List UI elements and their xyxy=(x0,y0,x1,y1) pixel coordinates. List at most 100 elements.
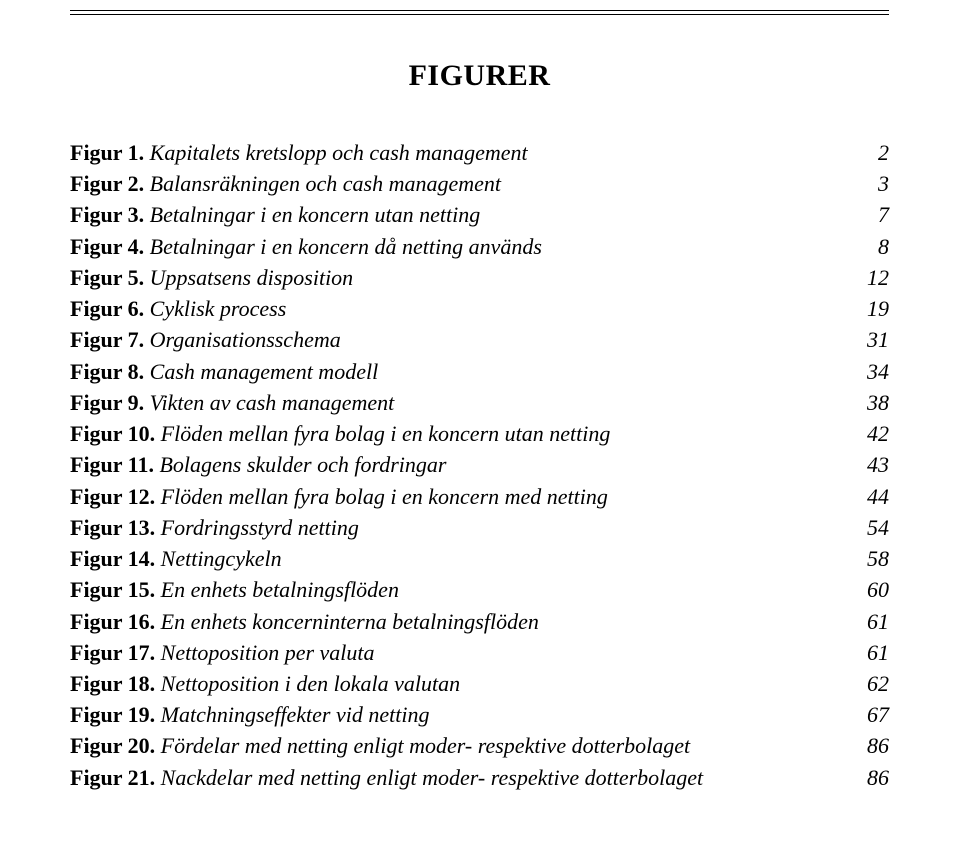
figure-entry: Figur 1. Kapitalets kretslopp och cash m… xyxy=(70,137,889,168)
figure-page-number: 61 xyxy=(855,637,889,668)
figure-entry: Figur 14. Nettingcykeln 58 xyxy=(70,543,889,574)
figure-page-number: 34 xyxy=(855,356,889,387)
top-rule-2 xyxy=(70,14,889,15)
figure-entry-left: Figur 9. Vikten av cash management xyxy=(70,387,394,418)
figure-title: En enhets betalningsflöden xyxy=(161,577,399,602)
figure-title: Nackdelar med netting enligt moder- resp… xyxy=(161,765,704,790)
figure-title: Vikten av cash management xyxy=(150,390,395,415)
figure-entry-left: Figur 19. Matchningseffekter vid netting xyxy=(70,699,429,730)
figure-page-number: 86 xyxy=(855,730,889,761)
figure-title: Matchningseffekter vid netting xyxy=(161,702,430,727)
figure-title: Nettoposition i den lokala valutan xyxy=(161,671,460,696)
figure-label: Figur 9. xyxy=(70,390,144,415)
figure-page-number: 60 xyxy=(855,574,889,605)
figure-entry: Figur 16. En enhets koncerninterna betal… xyxy=(70,606,889,637)
figure-label: Figur 5. xyxy=(70,265,144,290)
figure-title: Nettoposition per valuta xyxy=(161,640,375,665)
figure-label: Figur 14. xyxy=(70,546,155,571)
figure-entry: Figur 15. En enhets betalningsflöden 60 xyxy=(70,574,889,605)
figure-page-number: 54 xyxy=(855,512,889,543)
figure-title: Flöden mellan fyra bolag i en koncern ut… xyxy=(161,421,611,446)
figure-page-number: 12 xyxy=(855,262,889,293)
figure-entry: Figur 6. Cyklisk process 19 xyxy=(70,293,889,324)
figure-page-number: 38 xyxy=(855,387,889,418)
figure-page-number: 44 xyxy=(855,481,889,512)
figure-title: Balansräkningen och cash management xyxy=(150,171,501,196)
figure-list: Figur 1. Kapitalets kretslopp och cash m… xyxy=(70,137,889,793)
figure-label: Figur 13. xyxy=(70,515,155,540)
figure-page-number: 2 xyxy=(866,137,889,168)
figure-entry-left: Figur 4. Betalningar i en koncern då net… xyxy=(70,231,542,262)
figure-label: Figur 11. xyxy=(70,452,154,477)
figure-entry: Figur 12. Flöden mellan fyra bolag i en … xyxy=(70,481,889,512)
figure-entry: Figur 18. Nettoposition i den lokala val… xyxy=(70,668,889,699)
figure-entry-left: Figur 17. Nettoposition per valuta xyxy=(70,637,375,668)
figure-entry-left: Figur 11. Bolagens skulder och fordringa… xyxy=(70,449,446,480)
figure-title: Fördelar med netting enligt moder- respe… xyxy=(161,733,690,758)
figure-label: Figur 2. xyxy=(70,171,144,196)
figure-entry: Figur 4. Betalningar i en koncern då net… xyxy=(70,231,889,262)
figure-entry: Figur 5. Uppsatsens disposition 12 xyxy=(70,262,889,293)
figure-entry: Figur 8. Cash management modell 34 xyxy=(70,356,889,387)
figure-title: Uppsatsens disposition xyxy=(150,265,354,290)
top-rule-1 xyxy=(70,10,889,11)
figure-entry-left: Figur 14. Nettingcykeln xyxy=(70,543,282,574)
figure-title: Betalningar i en koncern då netting anvä… xyxy=(150,234,542,259)
figure-label: Figur 4. xyxy=(70,234,144,259)
figure-label: Figur 17. xyxy=(70,640,155,665)
figure-page-number: 8 xyxy=(866,231,889,262)
figure-label: Figur 7. xyxy=(70,327,144,352)
figure-entry-left: Figur 20. Fördelar med netting enligt mo… xyxy=(70,730,690,761)
figure-page-number: 62 xyxy=(855,668,889,699)
figure-title: Organisationsschema xyxy=(150,327,341,352)
figure-entry-left: Figur 3. Betalningar i en koncern utan n… xyxy=(70,199,480,230)
figure-page-number: 3 xyxy=(866,168,889,199)
figure-entry: Figur 3. Betalningar i en koncern utan n… xyxy=(70,199,889,230)
figure-entry-left: Figur 7. Organisationsschema xyxy=(70,324,341,355)
figure-label: Figur 18. xyxy=(70,671,155,696)
figure-entry-left: Figur 18. Nettoposition i den lokala val… xyxy=(70,668,460,699)
page-heading: FIGURER xyxy=(70,59,889,93)
figure-entry-left: Figur 13. Fordringsstyrd netting xyxy=(70,512,359,543)
figure-entry-left: Figur 15. En enhets betalningsflöden xyxy=(70,574,399,605)
figure-entry-left: Figur 8. Cash management modell xyxy=(70,356,378,387)
figure-label: Figur 3. xyxy=(70,202,144,227)
figure-label: Figur 21. xyxy=(70,765,155,790)
figure-title: Betalningar i en koncern utan netting xyxy=(150,202,481,227)
figure-page-number: 67 xyxy=(855,699,889,730)
figure-title: Bolagens skulder och fordringar xyxy=(159,452,446,477)
figure-page-number: 19 xyxy=(855,293,889,324)
figure-entry: Figur 13. Fordringsstyrd netting 54 xyxy=(70,512,889,543)
figure-page-number: 43 xyxy=(855,449,889,480)
figure-title: En enhets koncerninterna betalningsflöde… xyxy=(161,609,539,634)
figure-entry-left: Figur 5. Uppsatsens disposition xyxy=(70,262,353,293)
figure-title: Fordringsstyrd netting xyxy=(161,515,359,540)
figure-entry: Figur 11. Bolagens skulder och fordringa… xyxy=(70,449,889,480)
figure-title: Kapitalets kretslopp och cash management xyxy=(150,140,528,165)
figure-label: Figur 16. xyxy=(70,609,155,634)
figure-page-number: 7 xyxy=(866,199,889,230)
figure-entry-left: Figur 16. En enhets koncerninterna betal… xyxy=(70,606,539,637)
figure-page-number: 31 xyxy=(855,324,889,355)
page-container: FIGURER Figur 1. Kapitalets kretslopp oc… xyxy=(0,10,959,852)
figure-entry-left: Figur 6. Cyklisk process xyxy=(70,293,286,324)
figure-page-number: 58 xyxy=(855,543,889,574)
figure-page-number: 86 xyxy=(855,762,889,793)
figure-entry: Figur 21. Nackdelar med netting enligt m… xyxy=(70,762,889,793)
figure-entry: Figur 10. Flöden mellan fyra bolag i en … xyxy=(70,418,889,449)
figure-label: Figur 10. xyxy=(70,421,155,446)
figure-label: Figur 15. xyxy=(70,577,155,602)
figure-entry: Figur 2. Balansräkningen och cash manage… xyxy=(70,168,889,199)
figure-label: Figur 8. xyxy=(70,359,144,384)
figure-title: Cash management modell xyxy=(150,359,379,384)
figure-title: Cyklisk process xyxy=(150,296,287,321)
figure-entry-left: Figur 10. Flöden mellan fyra bolag i en … xyxy=(70,418,610,449)
figure-entry: Figur 9. Vikten av cash management 38 xyxy=(70,387,889,418)
figure-entry: Figur 17. Nettoposition per valuta 61 xyxy=(70,637,889,668)
figure-entry: Figur 19. Matchningseffekter vid netting… xyxy=(70,699,889,730)
figure-label: Figur 1. xyxy=(70,140,144,165)
figure-entry-left: Figur 1. Kapitalets kretslopp och cash m… xyxy=(70,137,528,168)
figure-title: Nettingcykeln xyxy=(161,546,282,571)
figure-page-number: 42 xyxy=(855,418,889,449)
figure-label: Figur 20. xyxy=(70,733,155,758)
